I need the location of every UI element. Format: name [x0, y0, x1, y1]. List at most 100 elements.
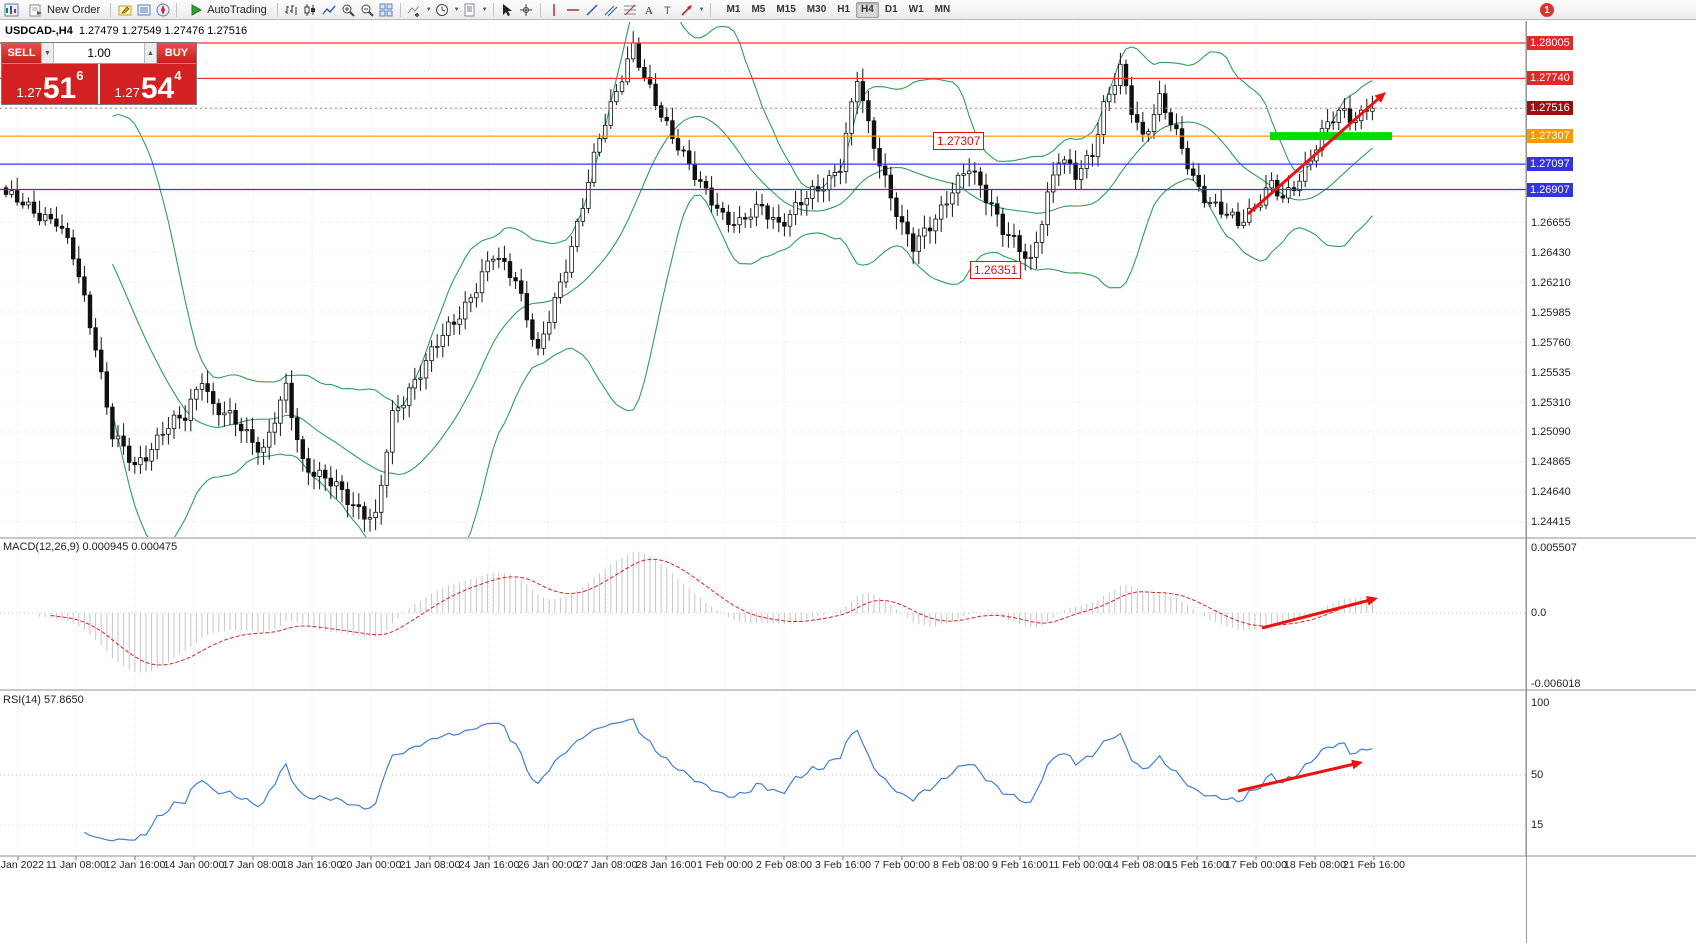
timeframe-group: M1 M5 M15 M30 H1 H4 D1 W1 MN: [722, 1, 956, 18]
price-scale-label: 1.25535: [1531, 366, 1571, 379]
timeframe-h1-button[interactable]: H1: [832, 2, 855, 18]
sell-price-display[interactable]: 1.27 51 6: [2, 64, 98, 104]
price-scale-label: 1.25090: [1531, 425, 1571, 438]
price-scale-label: 1.24640: [1531, 485, 1571, 498]
time-axis-label: 18 Jan 16:00: [281, 859, 343, 871]
timeframe-mn-button[interactable]: MN: [930, 2, 956, 18]
trendline-icon[interactable]: [584, 2, 601, 18]
macd-axis-label: 0.005507: [1531, 542, 1577, 555]
time-axis-label: 14 Feb 08:00: [1107, 859, 1169, 871]
toolbar-separator: [276, 2, 278, 17]
trade-panel-controls-row: SELL ▼ ▲ BUY: [2, 43, 196, 64]
cursor-icon[interactable]: [499, 2, 516, 18]
chart-symbol-label: USDCAD-,H4: [5, 25, 73, 37]
toolbar-separator: [176, 2, 178, 17]
price-scale-label: 1.26655: [1531, 217, 1571, 230]
tile-windows-icon[interactable]: [378, 2, 395, 18]
time-axis-label: 27 Jan 08:00: [576, 859, 638, 871]
market-watch-icon[interactable]: [135, 2, 152, 18]
timeframe-m15-button[interactable]: M15: [771, 2, 800, 18]
label-icon[interactable]: T: [660, 2, 677, 18]
notification-badge[interactable]: 1: [1540, 3, 1554, 17]
sell-button[interactable]: SELL: [2, 43, 41, 63]
sell-price-pip: 6: [76, 68, 84, 83]
navigator-icon[interactable]: [154, 2, 171, 18]
time-axis-label: 17 Jan 08:00: [222, 859, 284, 871]
one-click-trading-panel: SELL ▼ ▲ BUY 1.27 51 6 1.27 54 4: [1, 42, 197, 105]
price-scale-label: 1.26210: [1531, 276, 1571, 289]
bar-chart-icon[interactable]: [283, 2, 300, 18]
timeframe-m5-button[interactable]: M5: [746, 2, 770, 18]
new-order-button[interactable]: New Order: [22, 2, 105, 18]
arrows-tool-icon[interactable]: [679, 2, 696, 18]
chart-ohlc-header: USDCAD-,H4 1.27479 1.27549 1.27476 1.2751…: [5, 25, 247, 37]
time-axis-label: 7 Feb 00:00: [873, 859, 931, 871]
price-line-label: 1.27307: [1527, 129, 1573, 144]
indicators-caret-icon[interactable]: ▼: [425, 6, 432, 13]
autotrading-play-icon: [187, 2, 204, 18]
arrows-caret-icon[interactable]: ▼: [698, 6, 705, 13]
price-scale-label: 1.25760: [1531, 336, 1571, 349]
line-chart-icon[interactable]: [321, 2, 338, 18]
metaeditor-icon[interactable]: [116, 2, 133, 18]
time-axis-label: 24 Jan 16:00: [458, 859, 520, 871]
periods-caret-icon[interactable]: ▼: [453, 6, 460, 13]
timeframe-h4-button[interactable]: H4: [856, 1, 879, 18]
zoom-out-icon[interactable]: [359, 2, 376, 18]
price-line-label: 1.28005: [1527, 36, 1573, 50]
volume-input[interactable]: [54, 43, 144, 63]
new-order-icon: [27, 2, 44, 18]
toolbar-separator: [399, 2, 401, 17]
price-annotation[interactable]: 1.27307: [933, 132, 985, 150]
timeframe-m30-button[interactable]: M30: [802, 2, 831, 18]
macd-axis-label: 0.0: [1531, 607, 1547, 619]
volume-increase-button[interactable]: ▲: [144, 43, 157, 63]
fibonacci-icon[interactable]: [622, 2, 639, 18]
periods-icon[interactable]: [434, 2, 451, 18]
time-axis-label: 17 Feb 00:00: [1225, 859, 1287, 871]
price-scale-label: 1.24415: [1531, 516, 1571, 528]
sell-price-main: 51: [42, 72, 77, 106]
buy-price-display[interactable]: 1.27 54 4: [100, 64, 196, 104]
timeframe-m1-button[interactable]: M1: [722, 2, 746, 18]
indicators-add-icon[interactable]: [406, 2, 423, 18]
main-toolbar: New Order AutoTrading ▼ ▼: [0, 0, 1696, 20]
horizontal-line-icon[interactable]: [565, 2, 582, 18]
timeframe-d1-button[interactable]: D1: [880, 2, 903, 18]
price-annotation[interactable]: 1.26351: [970, 261, 1022, 279]
autotrading-button[interactable]: AutoTrading: [182, 2, 272, 18]
svg-text:A: A: [645, 5, 653, 17]
templates-caret-icon[interactable]: ▼: [481, 6, 488, 13]
buy-button[interactable]: BUY: [157, 43, 196, 63]
sell-price-prefix: 1.27: [16, 85, 42, 100]
rsi-indicator-label: RSI(14) 57.8650: [3, 694, 84, 706]
candlestick-chart-icon[interactable]: [302, 2, 319, 18]
toolbar-separator: [539, 2, 541, 17]
chart-ohlc-values: 1.27479 1.27549 1.27476 1.27516: [78, 25, 248, 37]
new-chart-icon[interactable]: [3, 2, 20, 18]
rsi-axis-label: 50: [1531, 769, 1544, 781]
crosshair-icon[interactable]: [518, 2, 535, 18]
price-line-label: 1.27740: [1527, 71, 1573, 86]
time-axis-label: 20 Jan 00:00: [340, 859, 402, 871]
timeframe-w1-button[interactable]: W1: [904, 2, 929, 18]
price-scale-column[interactable]: [1526, 21, 1696, 943]
time-axis-label: 9 Feb 16:00: [991, 859, 1049, 871]
price-scale-label: 1.26430: [1531, 247, 1571, 260]
price-scale-label: 1.24865: [1531, 455, 1571, 468]
templates-icon[interactable]: [462, 2, 479, 18]
time-axis-label: 12 Jan 16:00: [104, 859, 166, 871]
price-line-label: 1.27097: [1527, 157, 1573, 172]
time-axis-label: 14 Jan 00:00: [163, 859, 225, 871]
time-axis-label: 2 Feb 08:00: [755, 859, 813, 871]
text-icon[interactable]: A: [641, 2, 658, 18]
macd-axis-label: -0.006018: [1531, 678, 1581, 690]
volume-decrease-button[interactable]: ▼: [41, 43, 54, 63]
price-line-label: 1.26907: [1527, 182, 1573, 197]
vertical-line-icon[interactable]: [546, 2, 563, 18]
zoom-in-icon[interactable]: [340, 2, 357, 18]
time-axis-label: 21 Feb 16:00: [1343, 859, 1405, 871]
equidistant-channel-icon[interactable]: [603, 2, 620, 18]
